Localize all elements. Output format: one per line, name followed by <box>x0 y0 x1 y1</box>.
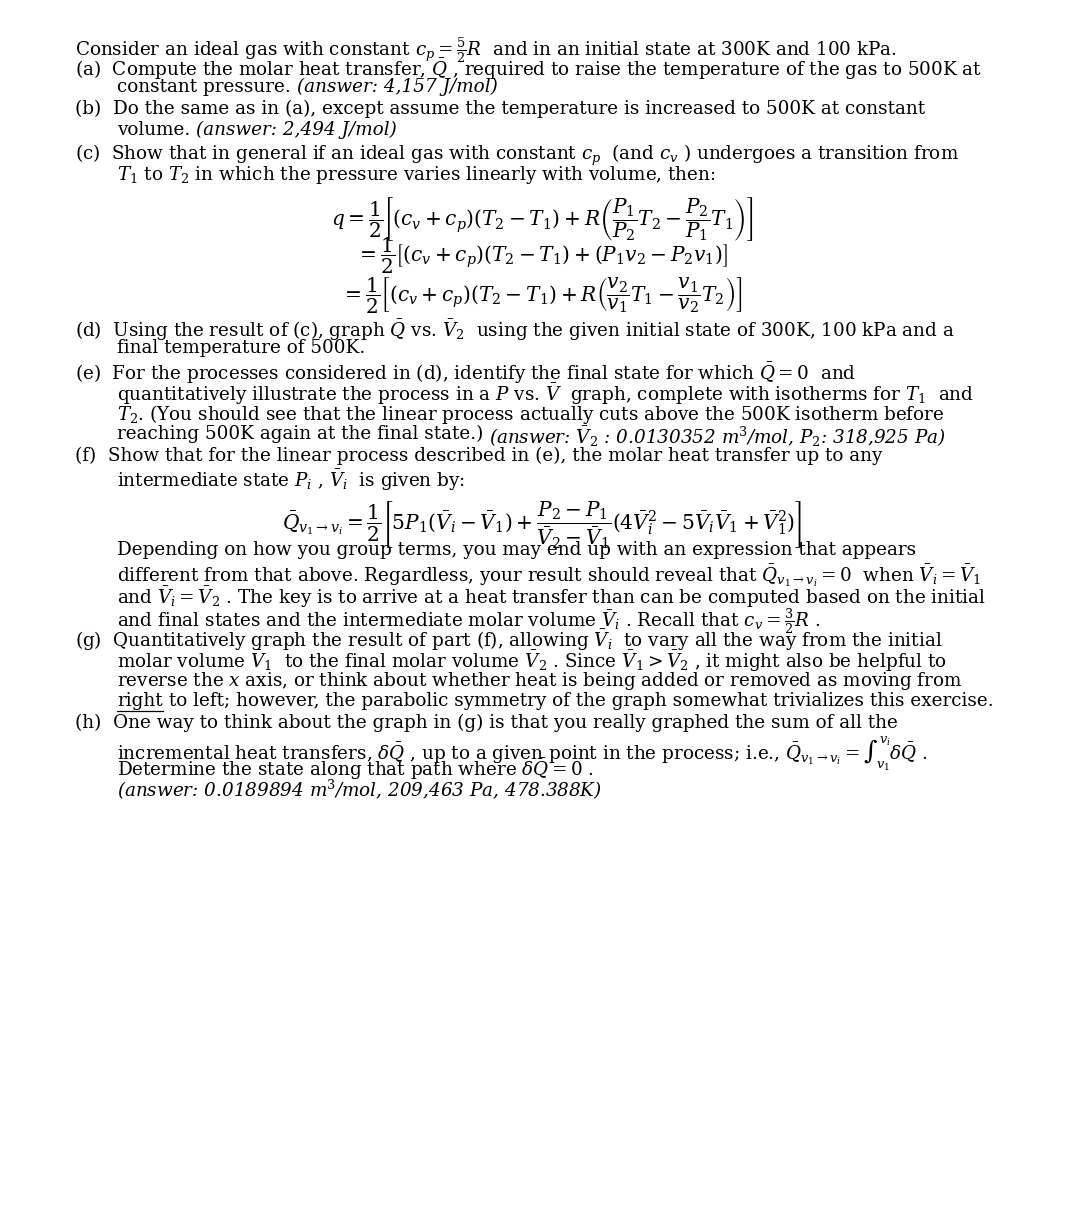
Text: Depending on how you group terms, you may end up with an expression that appears: Depending on how you group terms, you ma… <box>117 542 916 560</box>
Text: and final states and the intermediate molar volume $\bar{V}_i$ . Recall that $c_: and final states and the intermediate mo… <box>117 606 821 636</box>
Text: quantitatively illustrate the process in a $P$ vs. $\bar{V}$  graph, complete wi: quantitatively illustrate the process in… <box>117 382 975 407</box>
Text: (d)  Using the result of (c), graph $\bar{Q}$ vs. $\bar{V}_2$  using the given i: (d) Using the result of (c), graph $\bar… <box>75 318 955 343</box>
Text: reaching 500K again at the final state.): reaching 500K again at the final state.) <box>117 425 489 444</box>
Text: constant pressure.: constant pressure. <box>117 78 297 96</box>
Text: reverse the $x$ axis, or think about whether heat is being added or removed as m: reverse the $x$ axis, or think about whe… <box>117 670 963 692</box>
Text: (answer: 2,494 J/mol): (answer: 2,494 J/mol) <box>196 121 397 139</box>
Text: Determine the state along that path where $\delta\bar{Q} = 0$ .: Determine the state along that path wher… <box>117 756 594 782</box>
Text: $= \dfrac{1}{2}\left[(c_v + c_p)(T_2 - T_1) + R\left(\dfrac{v_2}{v_1}T_1 - \dfra: $= \dfrac{1}{2}\left[(c_v + c_p)(T_2 - T… <box>341 275 743 316</box>
Text: final temperature of 500K.: final temperature of 500K. <box>117 339 365 358</box>
Text: $T_2$. (You should see that the linear process actually cuts above the 500K isot: $T_2$. (You should see that the linear p… <box>117 404 944 427</box>
Text: (e)  For the processes considered in (d), identify the final state for which $\b: (e) For the processes considered in (d),… <box>75 360 856 385</box>
Text: (b)  Do the same as in (a), except assume the temperature is increased to 500K a: (b) Do the same as in (a), except assume… <box>75 99 925 118</box>
Text: $T_1$ to $T_2$ in which the pressure varies linearly with volume, then:: $T_1$ to $T_2$ in which the pressure var… <box>117 164 715 185</box>
Text: intermediate state $P_i$ , $\bar{V}_i$  is given by:: intermediate state $P_i$ , $\bar{V}_i$ i… <box>117 468 465 493</box>
Text: molar volume $\bar{V}_1$  to the final molar volume $\bar{V}_2$ . Since $\bar{V}: molar volume $\bar{V}_1$ to the final mo… <box>117 648 946 674</box>
Text: (answer: 4,157 J/mol): (answer: 4,157 J/mol) <box>297 78 498 96</box>
Text: (f)  Show that for the linear process described in (e), the molar heat transfer : (f) Show that for the linear process des… <box>75 446 882 464</box>
Text: incremental heat transfers, $\delta\bar{Q}$ , up to a given point in the process: incremental heat transfers, $\delta\bar{… <box>117 734 928 773</box>
Text: and $\bar{V}_i = \bar{V}_2$ . The key is to arrive at a heat transfer than can b: and $\bar{V}_i = \bar{V}_2$ . The key is… <box>117 584 985 610</box>
Text: (c)  Show that in general if an ideal gas with constant $c_p$  (and $c_v$ ) unde: (c) Show that in general if an ideal gas… <box>75 143 959 167</box>
Text: (g)  Quantitatively graph the result of part (f), allowing $\bar{V}_i$  to vary : (g) Quantitatively graph the result of p… <box>75 628 942 653</box>
Text: $\bar{Q}_{v_1 \to v_i} = \dfrac{1}{2}\left[5P_1(\bar{V}_i - \bar{V}_1) + \dfrac{: $\bar{Q}_{v_1 \to v_i} = \dfrac{1}{2}\le… <box>282 499 802 550</box>
Text: Consider an ideal gas with constant $c_p = \frac{5}{2}R$  and in an initial stat: Consider an ideal gas with constant $c_p… <box>75 35 898 64</box>
Text: (answer: 0.0189894 m$^3$/mol, 209,463 Pa, 478.388K): (answer: 0.0189894 m$^3$/mol, 209,463 Pa… <box>117 778 602 802</box>
Text: $q = \dfrac{1}{2}\left[(c_v + c_p)(T_2 - T_1) + R\left(\dfrac{P_1}{P_2}T_2 - \df: $q = \dfrac{1}{2}\left[(c_v + c_p)(T_2 -… <box>331 195 753 244</box>
Text: $= \dfrac{1}{2}\left[(c_v + c_p)(T_2 - T_1) + (P_1v_2 - P_2v_1)\right]$: $= \dfrac{1}{2}\left[(c_v + c_p)(T_2 - T… <box>357 235 727 276</box>
Text: (h)  One way to think about the graph in (g) is that you really graphed the sum : (h) One way to think about the graph in … <box>75 714 898 732</box>
Text: (answer: $\bar{V}_2$ : 0.0130352 m$^3$/mol, $P_2$: 318,925 Pa): (answer: $\bar{V}_2$ : 0.0130352 m$^3$/m… <box>489 425 946 450</box>
Text: volume.: volume. <box>117 121 196 139</box>
Text: (a)  Compute the molar heat transfer, $\bar{Q}$ , required to raise the temperat: (a) Compute the molar heat transfer, $\b… <box>75 57 982 81</box>
Text: different from that above. Regardless, your result should reveal that $\bar{Q}_{: different from that above. Regardless, y… <box>117 564 981 589</box>
Text: right: right <box>117 692 163 710</box>
Text: to left; however, the parabolic symmetry of the graph somewhat trivializes this : to left; however, the parabolic symmetry… <box>163 692 993 710</box>
